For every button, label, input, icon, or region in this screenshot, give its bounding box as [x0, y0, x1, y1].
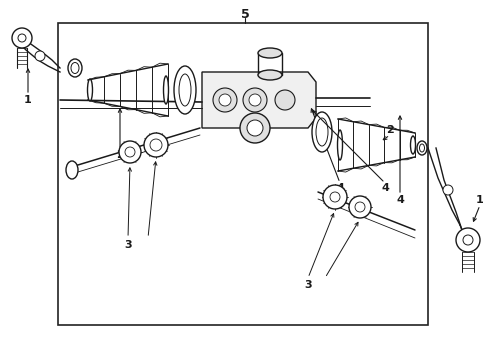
Circle shape: [119, 141, 141, 163]
Text: 4: 4: [396, 195, 404, 205]
Ellipse shape: [68, 59, 82, 77]
Circle shape: [125, 147, 135, 157]
Circle shape: [349, 196, 371, 218]
Ellipse shape: [338, 130, 343, 160]
Circle shape: [35, 51, 45, 61]
Circle shape: [150, 139, 162, 151]
Ellipse shape: [164, 76, 169, 104]
Circle shape: [144, 133, 168, 157]
Ellipse shape: [71, 63, 79, 73]
Polygon shape: [202, 72, 316, 128]
Ellipse shape: [258, 48, 282, 58]
Bar: [58, 23, 428, 325]
Circle shape: [456, 228, 480, 252]
Ellipse shape: [258, 70, 282, 80]
Circle shape: [355, 202, 365, 212]
Ellipse shape: [417, 141, 427, 155]
Text: 5: 5: [241, 8, 249, 21]
Ellipse shape: [174, 66, 196, 114]
Circle shape: [219, 94, 231, 106]
Ellipse shape: [316, 118, 328, 146]
Ellipse shape: [312, 112, 332, 152]
Text: 1: 1: [24, 95, 32, 105]
Circle shape: [240, 113, 270, 143]
Circle shape: [247, 120, 263, 136]
Circle shape: [213, 88, 237, 112]
Text: 3: 3: [304, 280, 312, 290]
Circle shape: [12, 28, 32, 48]
Circle shape: [330, 192, 340, 202]
Ellipse shape: [179, 74, 191, 106]
Circle shape: [443, 185, 453, 195]
Ellipse shape: [88, 79, 93, 101]
Ellipse shape: [411, 136, 416, 154]
Circle shape: [275, 90, 295, 110]
Text: 2: 2: [386, 125, 394, 135]
Circle shape: [463, 235, 473, 245]
Circle shape: [18, 34, 26, 42]
Ellipse shape: [66, 161, 78, 179]
Text: 4: 4: [381, 183, 389, 193]
Circle shape: [249, 94, 261, 106]
Circle shape: [323, 185, 347, 209]
Text: 4: 4: [336, 183, 344, 193]
Text: 1: 1: [476, 195, 484, 205]
Circle shape: [243, 88, 267, 112]
Text: 2: 2: [116, 150, 124, 160]
Text: 3: 3: [124, 240, 132, 250]
Ellipse shape: [419, 144, 424, 152]
